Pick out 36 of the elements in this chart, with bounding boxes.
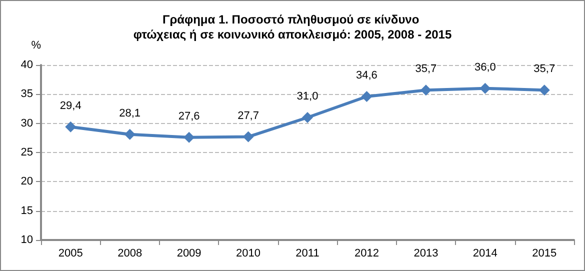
data-label: 35,7 xyxy=(534,63,556,76)
point xyxy=(420,84,432,96)
point xyxy=(480,82,491,94)
x-tick-label: 2013 xyxy=(414,248,438,260)
data-label: 27,6 xyxy=(178,110,200,122)
y-tick-label: 25 xyxy=(20,146,33,158)
y-tick-label: 40 xyxy=(20,59,33,71)
point xyxy=(361,91,372,102)
point xyxy=(184,132,195,143)
y-axis-title: % xyxy=(31,40,42,52)
x-tick-label: 2005 xyxy=(58,248,83,260)
point xyxy=(302,112,313,123)
y-tick-label: 10 xyxy=(20,234,33,246)
x-tick-label: 2015 xyxy=(532,248,557,260)
y-tick-label: 35 xyxy=(20,88,33,100)
data-label: 35,7 xyxy=(415,63,437,76)
y-tick-label: 20 xyxy=(20,176,33,188)
chart-title: Γράφημα 1. Ποσοστό πληθυσμού σε κίνδυνο φτώχειας ή σε κοινωνικό αποκλεισμό: 2005, 2008 - 2015 xyxy=(133,12,452,42)
data-label: 29,4 xyxy=(60,100,82,112)
point xyxy=(65,121,76,132)
x-tick-label: 2008 xyxy=(118,248,142,260)
x-tick-label: 2009 xyxy=(176,248,202,260)
x-tick-label: 2011 xyxy=(296,248,320,260)
data-label: 27,7 xyxy=(238,110,259,122)
data-label: 36,0 xyxy=(474,61,496,74)
x-tick-label: 2012 xyxy=(354,248,379,260)
x-tick-label: 2014 xyxy=(472,248,498,260)
data-label: 28,1 xyxy=(119,107,141,120)
data-label: 34,6 xyxy=(356,70,378,82)
point xyxy=(242,131,254,142)
data-label: 31,0 xyxy=(296,90,318,102)
point xyxy=(124,128,136,140)
y-tick-label: 15 xyxy=(20,204,33,217)
x-tick-label: 2010 xyxy=(236,248,261,260)
y-tick-label: 30 xyxy=(20,117,33,130)
point xyxy=(538,84,550,96)
